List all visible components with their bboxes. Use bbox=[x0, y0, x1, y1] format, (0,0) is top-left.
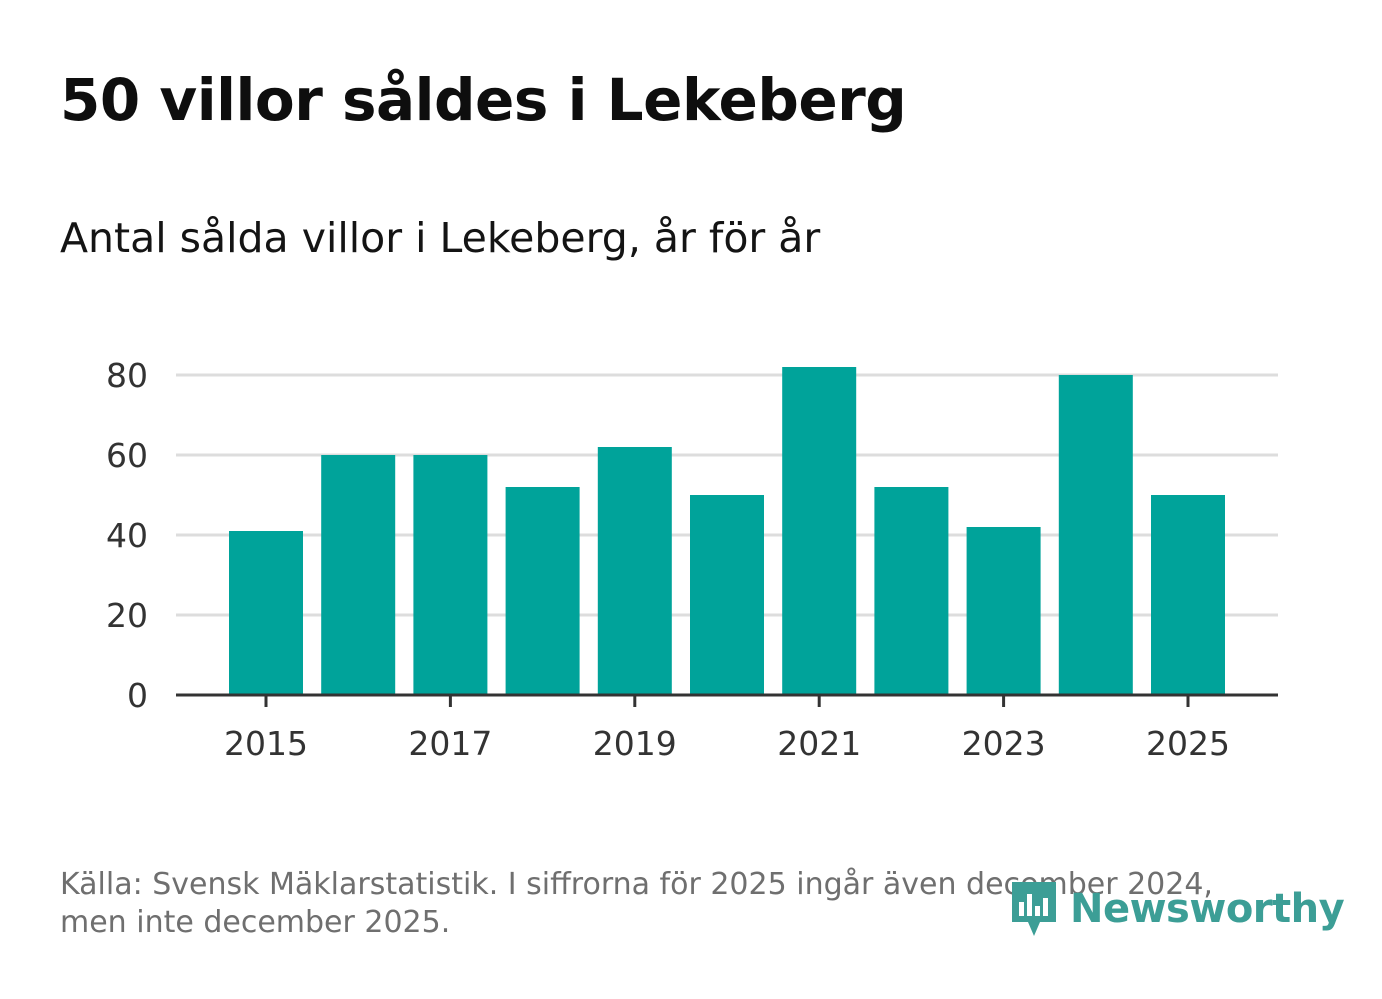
bars bbox=[229, 367, 1225, 695]
x-tick-label-2019: 2019 bbox=[593, 724, 677, 763]
bar-2021 bbox=[782, 367, 857, 695]
bar-2015 bbox=[229, 531, 303, 695]
bar-2016 bbox=[321, 455, 396, 695]
chart-title: 50 villor såldes i Lekeberg bbox=[60, 66, 907, 134]
x-axis-labels: 2015 2017 2019 2021 2023 2025 bbox=[224, 724, 1230, 763]
y-tick-label-20: 20 bbox=[106, 596, 148, 635]
y-tick-label-80: 80 bbox=[106, 356, 148, 395]
bar-2017 bbox=[413, 455, 488, 695]
bar-2019 bbox=[597, 447, 672, 695]
x-axis bbox=[176, 693, 1278, 707]
x-tick-label-2015: 2015 bbox=[224, 724, 308, 763]
bar-2024 bbox=[1058, 375, 1133, 695]
y-tick-label-60: 60 bbox=[106, 436, 148, 475]
bar-2022 bbox=[874, 487, 949, 695]
bar-2023 bbox=[966, 527, 1041, 695]
x-tick-label-2023: 2023 bbox=[962, 724, 1046, 763]
y-axis-labels: 0 20 40 60 80 bbox=[106, 356, 148, 715]
logo-text: Newsworthy bbox=[1070, 886, 1345, 932]
bar-chart-speech-bubble-icon bbox=[1012, 882, 1056, 936]
chart-subtitle: Antal sålda villor i Lekeberg, år för år bbox=[60, 214, 821, 262]
bar-2020 bbox=[690, 495, 764, 695]
y-tick-label-40: 40 bbox=[106, 516, 148, 555]
newsworthy-logo: Newsworthy bbox=[1008, 878, 1345, 940]
x-tick-label-2017: 2017 bbox=[408, 724, 492, 763]
bar-2025 bbox=[1151, 495, 1225, 695]
bar-2018 bbox=[505, 487, 580, 695]
x-tick-label-2025: 2025 bbox=[1146, 724, 1230, 763]
x-tick-label-2021: 2021 bbox=[777, 724, 861, 763]
y-tick-label-0: 0 bbox=[127, 676, 148, 715]
